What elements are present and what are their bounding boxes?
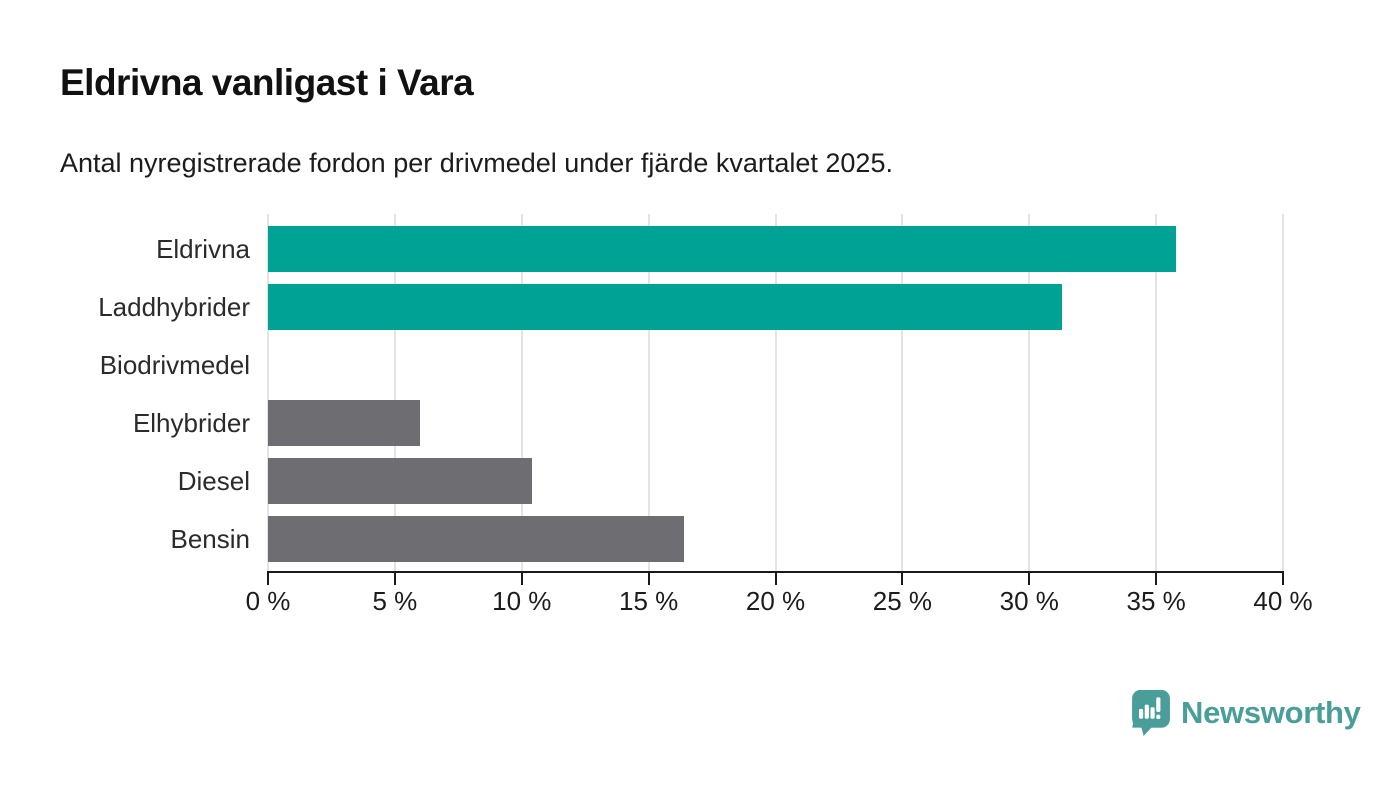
bar-laddhybrider <box>268 284 1063 330</box>
newsworthy-logo: Newsworthy <box>1132 690 1361 736</box>
chart-subtitle: Antal nyregistrerade fordon per drivmede… <box>60 148 893 178</box>
gridline <box>520 214 523 573</box>
bar-eldrivna <box>268 226 1177 272</box>
newsworthy-logo-text: Newsworthy <box>1181 695 1361 730</box>
y-axis-label: Diesel <box>177 466 250 496</box>
plot-area <box>267 214 1284 585</box>
x-axis-tick <box>267 573 269 585</box>
gridline <box>267 214 269 573</box>
x-axis-tick-label: 10 % <box>492 586 552 616</box>
x-axis-tick <box>647 573 650 585</box>
gridline <box>647 214 650 573</box>
x-axis-tick-label: 40 % <box>1253 586 1313 616</box>
gridline <box>1155 214 1158 573</box>
bar-bensin <box>268 516 685 562</box>
gridline <box>1282 214 1284 573</box>
x-axis-tick <box>520 573 523 585</box>
y-axis-label: Biodrivmedel <box>99 350 250 380</box>
bar-elhybrider <box>268 400 421 446</box>
x-axis-tick <box>1028 573 1031 585</box>
x-axis-tick-label: 5 % <box>372 586 418 616</box>
gridline <box>901 214 904 573</box>
x-axis-tick-label: 35 % <box>1126 586 1186 616</box>
gridline <box>774 214 777 573</box>
x-axis-tick-label: 25 % <box>872 586 932 616</box>
x-axis-tick <box>1155 573 1158 585</box>
x-axis-tick <box>1282 573 1284 585</box>
gridline <box>1028 214 1031 573</box>
bar-diesel <box>268 458 532 504</box>
x-axis-tick <box>774 573 777 585</box>
x-axis-tick <box>393 573 396 585</box>
bar-chart-speech-bubble-icon <box>1132 690 1170 736</box>
chart-title: Eldrivna vanligast i Vara <box>60 62 474 103</box>
bar-chart: Eldrivna Laddhybrider Biodrivmedel Elhybrid… <box>98 214 1313 616</box>
x-axis-line <box>267 571 1284 573</box>
y-axis-label: Elhybrider <box>132 408 250 438</box>
y-axis-label: Bensin <box>170 524 251 554</box>
x-axis-tick-label: 30 % <box>999 586 1059 616</box>
y-axis-label: Laddhybrider <box>98 292 250 322</box>
x-axis-tick-label: 0 % <box>245 586 291 616</box>
x-axis-tick-label: 20 % <box>745 586 806 616</box>
y-axis-label: Eldrivna <box>156 234 250 264</box>
x-axis-tick-label: 15 % <box>618 586 679 616</box>
gridline <box>393 214 396 573</box>
x-axis-tick <box>901 573 904 585</box>
